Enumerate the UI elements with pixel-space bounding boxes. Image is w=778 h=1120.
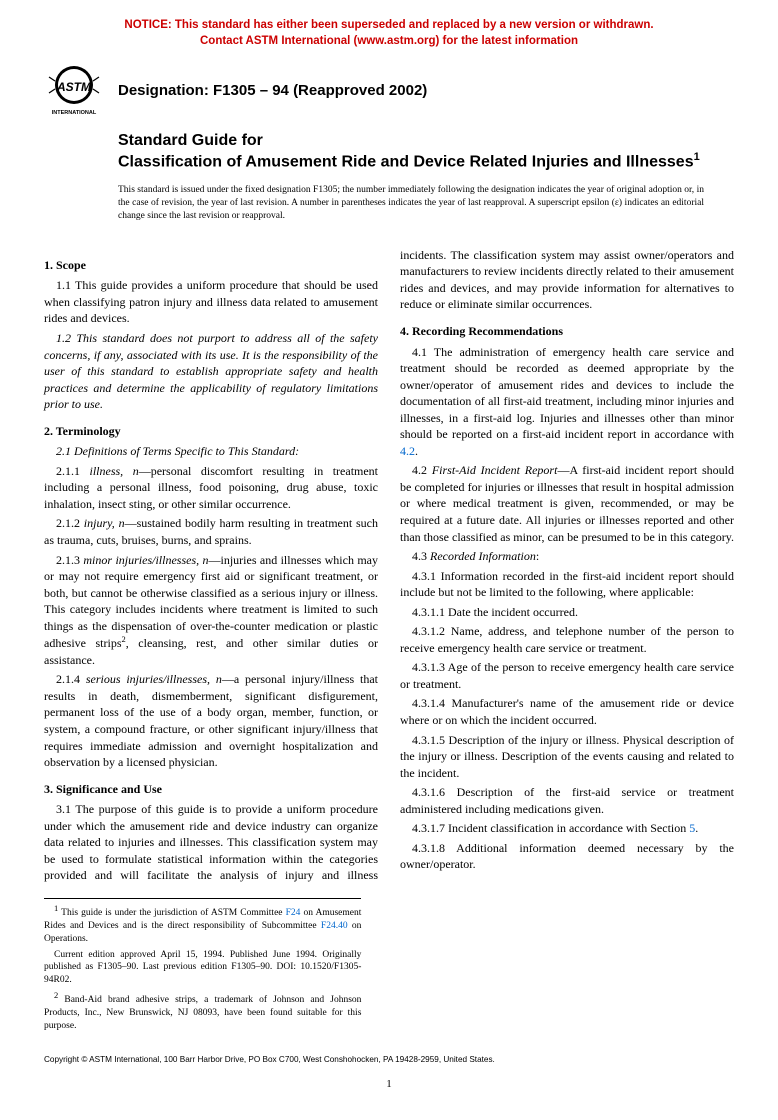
p213-lead: 2.1.3	[56, 553, 83, 567]
term-recorded-info: Recorded Information	[430, 549, 536, 563]
para-4-3-1: 4.3.1 Information recorded in the first-…	[400, 568, 734, 601]
header-row: ASTM INTERNATIONAL Designation: F1305 – …	[44, 63, 734, 117]
p214-lead: 2.1.4	[56, 672, 86, 686]
para-4-3-1-4: 4.3.1.4 Manufacturer's name of the amuse…	[400, 695, 734, 728]
notice-line-1: NOTICE: This standard has either been su…	[124, 19, 653, 31]
designation-text: Designation: F1305 – 94 (Reapproved 2002…	[118, 82, 427, 99]
section-3-heading: 3. Significance and Use	[44, 781, 378, 798]
p43-tail: :	[536, 549, 539, 563]
para-2-1-4: 2.1.4 serious injuries/illnesses, n—a pe…	[44, 671, 378, 770]
para-1-1: 1.1 This guide provides a uniform proced…	[44, 277, 378, 327]
footnote-1-continued: Current edition approved April 15, 1994.…	[44, 949, 361, 987]
link-f24[interactable]: F24	[286, 908, 301, 918]
para-4-3-1-2: 4.3.1.2 Name, address, and telephone num…	[400, 623, 734, 656]
link-4-2[interactable]: 4.2	[400, 444, 415, 458]
footnotes: 1 This guide is under the jurisdiction o…	[44, 898, 361, 1033]
astm-logo-icon: ASTM INTERNATIONAL	[44, 63, 104, 117]
para-4-3: 4.3 Recorded Information:	[400, 548, 734, 565]
p43-lead: 4.3	[412, 549, 430, 563]
p211-lead: 2.1.1	[56, 464, 90, 478]
title-main: Classification of Amusement Ride and Dev…	[118, 151, 734, 172]
p41-tail: .	[415, 444, 418, 458]
para-4-2: 4.2 First-Aid Incident Report—A first-ai…	[400, 462, 734, 545]
title-lead: Standard Guide for	[118, 131, 734, 151]
para-2-1-2: 2.1.2 injury, n—sustained bodily harm re…	[44, 515, 378, 548]
p4317-tail: .	[695, 821, 698, 835]
p4317-body: 4.3.1.7 Incident classification in accor…	[412, 821, 689, 835]
para-4-1: 4.1 The administration of emergency heal…	[400, 344, 734, 460]
copyright-line: Copyright © ASTM International, 100 Barr…	[44, 1055, 734, 1064]
footnote-1: 1 This guide is under the jurisdiction o…	[44, 903, 361, 946]
p42-lead: 4.2	[412, 463, 432, 477]
para-2-1-1: 2.1.1 illness, n—personal discomfort res…	[44, 463, 378, 513]
section-2-heading: 2. Terminology	[44, 423, 378, 440]
para-2-1: 2.1 Definitions of Terms Specific to Thi…	[44, 443, 378, 460]
para-4-3-1-3: 4.3.1.3 Age of the person to receive eme…	[400, 659, 734, 692]
fn2-body: Band-Aid brand adhesive strips, a tradem…	[44, 995, 361, 1031]
para-4-3-1-5: 4.3.1.5 Description of the injury or ill…	[400, 732, 734, 782]
p212-lead: 2.1.2	[56, 516, 84, 530]
footnote-2: 2 Band-Aid brand adhesive strips, a trad…	[44, 990, 361, 1033]
term-minor: minor injuries/illnesses, n	[83, 553, 208, 567]
para-4-3-1-8: 4.3.1.8 Additional information deemed ne…	[400, 840, 734, 873]
para-4-3-1-6: 4.3.1.6 Description of the first-aid ser…	[400, 784, 734, 817]
page-number: 1	[44, 1078, 734, 1090]
section-1-heading: 1. Scope	[44, 257, 378, 274]
title-superscript: 1	[694, 151, 700, 163]
svg-text:ASTM: ASTM	[56, 80, 92, 94]
title-main-text: Classification of Amusement Ride and Dev…	[118, 153, 694, 170]
term-serious: serious injuries/illnesses, n	[86, 672, 222, 686]
p41-body: 4.1 The administration of emergency heal…	[400, 345, 734, 442]
para-4-3-1-1: 4.3.1.1 Date the incident occurred.	[400, 604, 734, 621]
svg-text:INTERNATIONAL: INTERNATIONAL	[52, 110, 97, 116]
notice-banner: NOTICE: This standard has either been su…	[44, 18, 734, 49]
section-4-heading: 4. Recording Recommendations	[400, 323, 734, 340]
fn1-a: This guide is under the jurisdiction of …	[58, 908, 285, 918]
p214-body: —a personal injury/illness that results …	[44, 672, 378, 769]
term-first-aid-report: First-Aid Incident Report	[432, 463, 558, 477]
link-f24-40[interactable]: F24.40	[321, 921, 348, 931]
term-injury: injury, n	[84, 516, 125, 530]
para-4-3-1-7: 4.3.1.7 Incident classification in accor…	[400, 820, 734, 837]
issued-note: This standard is issued under the fixed …	[118, 184, 704, 222]
body-columns: 1. Scope 1.1 This guide provides a unifo…	[44, 247, 734, 884]
notice-line-2: Contact ASTM International (www.astm.org…	[200, 35, 578, 47]
term-illness: illness, n	[90, 464, 139, 478]
title-block: Standard Guide for Classification of Amu…	[118, 131, 734, 172]
para-2-1-3: 2.1.3 minor injuries/illnesses, n—injuri…	[44, 552, 378, 669]
document-page: NOTICE: This standard has either been su…	[0, 0, 778, 1120]
para-1-2: 1.2 This standard does not purport to ad…	[44, 330, 378, 413]
